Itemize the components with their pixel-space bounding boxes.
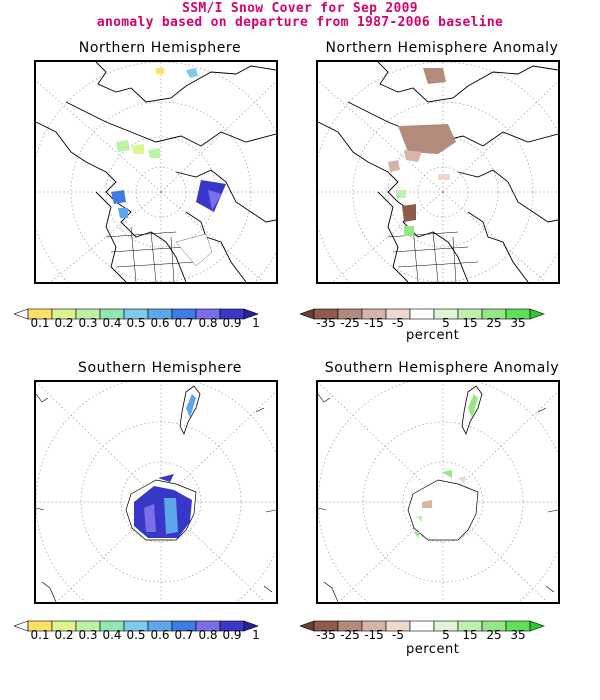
nh-panel-title: Northern Hemisphere (78, 40, 242, 56)
colorbar-tick-label: 0.9 (222, 628, 242, 642)
colorbar-right-arrow (529, 620, 545, 632)
sh-snow-cover-map (34, 380, 278, 604)
colorbar-tick-label: 0.6 (150, 316, 170, 330)
colorbar-tick-label: 15 (462, 628, 478, 642)
colorbar-tick-label: 0.7 (174, 316, 194, 330)
colorbar-tick-label: 0.6 (150, 628, 170, 642)
antarctic-snow (134, 474, 192, 538)
south-america-coast (179, 385, 201, 436)
colorbar-right-arrow (243, 620, 259, 632)
snow-cover-colorbar: 0.1 0.2 0.3 0.4 0.5 0.6 0.7 0.8 0.9 1 (14, 620, 298, 646)
colorbar-tick-labels: -35 -25 -15 -5 5 15 25 35 (300, 316, 584, 330)
colorbar-tick-labels: -35 -25 -15 -5 5 15 25 35 (300, 628, 584, 642)
sh-anomaly-map (316, 380, 560, 604)
colorbar-tick-label: 0.5 (126, 316, 146, 330)
anomaly-unit-label: percent (406, 328, 460, 343)
colorbar-tick-label: 0.4 (102, 628, 122, 642)
figure-subtitle: anomaly based on departure from 1987-200… (96, 15, 504, 30)
anomaly-patches (388, 68, 456, 236)
colorbar-tick-label: -5 (392, 316, 404, 330)
snow-cover-colorbar: 0.1 0.2 0.3 0.4 0.5 0.6 0.7 0.8 0.9 1 (14, 308, 298, 334)
colorbar-tick-label: 1 (252, 628, 260, 642)
nh-snow-cover-map (34, 60, 278, 284)
colorbar-tick-label: 0.4 (102, 316, 122, 330)
colorbar-tick-label: 0.7 (174, 628, 194, 642)
colorbar-tick-label: 0.2 (54, 316, 74, 330)
colorbar-tick-label: 0.9 (222, 316, 242, 330)
colorbar-tick-label: 15 (462, 316, 478, 330)
colorbar-tick-labels: 0.1 0.2 0.3 0.4 0.5 0.6 0.7 0.8 0.9 1 (14, 628, 298, 642)
colorbar-tick-label: 0.3 (78, 316, 98, 330)
colorbar-tick-label: 0.3 (78, 628, 98, 642)
colorbar-tick-label: -25 (340, 628, 360, 642)
colorbar-right-arrow (529, 308, 545, 320)
colorbar-tick-label: 35 (510, 316, 526, 330)
colorbar-tick-label: 25 (486, 316, 502, 330)
colorbar-tick-label: -35 (316, 316, 336, 330)
colorbar-tick-labels: 0.1 0.2 0.3 0.4 0.5 0.6 0.7 0.8 0.9 1 (14, 316, 298, 330)
colorbar-tick-label: -35 (316, 628, 336, 642)
nh-anomaly-panel-title: Northern Hemisphere Anomaly (325, 40, 559, 56)
state-borders (105, 226, 197, 282)
colorbar-tick-label: 0.1 (30, 628, 50, 642)
colorbar-tick-label: 5 (442, 316, 450, 330)
figure-title: SSM/I Snow Cover for Sep 2009 (182, 1, 418, 16)
colorbar-tick-label: -5 (392, 628, 404, 642)
colorbar-tick-label: 25 (486, 628, 502, 642)
nh-anomaly-map (316, 60, 560, 284)
colorbar-tick-label: 0.5 (126, 628, 146, 642)
colorbar-tick-label: 5 (442, 628, 450, 642)
colorbar-tick-label: 0.8 (198, 628, 218, 642)
colorbar-tick-label: 1 (252, 316, 260, 330)
anomaly-colorbar: -35 -25 -15 -5 5 15 25 35 (300, 308, 584, 334)
anomaly-colorbar: -35 -25 -15 -5 5 15 25 35 (300, 620, 584, 646)
colorbar-tick-label: -15 (364, 316, 384, 330)
colorbar-tick-label: 0.1 (30, 316, 50, 330)
colorbar-tick-label: 0.2 (54, 628, 74, 642)
colorbar-tick-label: -25 (340, 316, 360, 330)
colorbar-tick-label: -15 (364, 628, 384, 642)
colorbar-tick-label: 35 (510, 628, 526, 642)
colorbar-tick-label: 0.8 (198, 316, 218, 330)
sh-anomaly-panel-title: Southern Hemisphere Anomaly (324, 360, 560, 376)
sh-panel-title: Southern Hemisphere (78, 360, 242, 376)
snow-cover-patches (111, 68, 226, 267)
colorbar-right-arrow (243, 308, 259, 320)
anomaly-unit-label: percent (406, 642, 460, 657)
